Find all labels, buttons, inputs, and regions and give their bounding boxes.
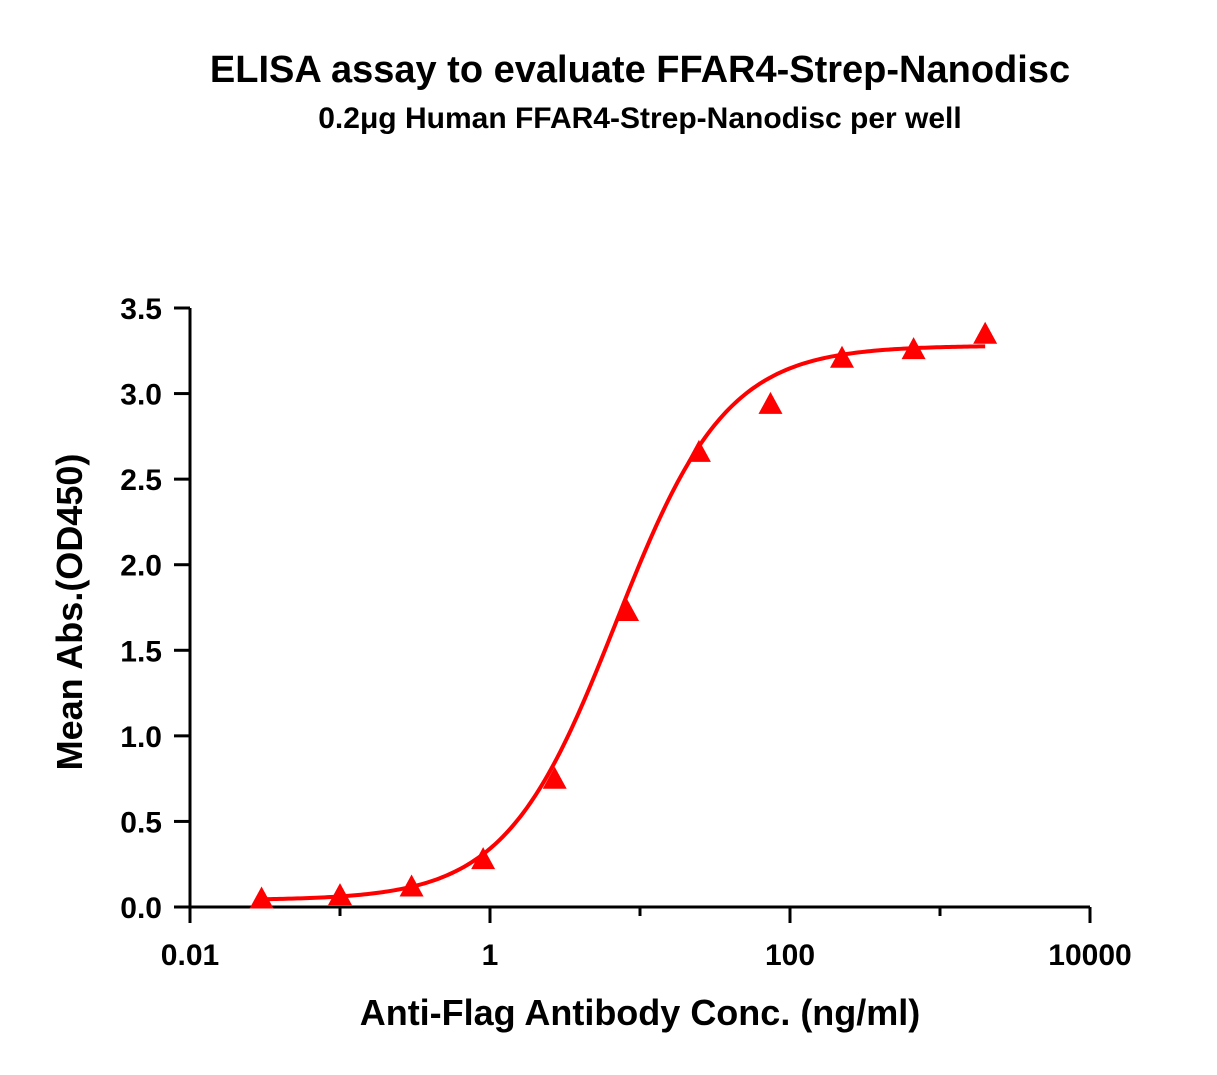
- x-tick-label: 100: [765, 939, 815, 972]
- chart-subtitle: 0.2μg Human FFAR4-Strep-Nanodisc per wel…: [318, 102, 961, 135]
- axes: 0.0 0.5 1.0 1.5 2.0 2.5 3.0 3.5 0.01 1 100 10000: [120, 293, 1131, 972]
- data-point: [901, 337, 926, 360]
- y-tick-label: 2.0: [120, 550, 162, 583]
- x-tick-label: 10000: [1048, 939, 1131, 972]
- data-point: [758, 391, 783, 414]
- fit-curve: [261, 344, 986, 902]
- data-point: [399, 874, 424, 897]
- data-point: [686, 439, 711, 462]
- data-point: [328, 883, 352, 906]
- x-axis-label: Anti-Flag Antibody Conc. (ng/ml): [360, 992, 921, 1033]
- chart-title: ELISA assay to evaluate FFAR4-Strep-Nano…: [210, 49, 1070, 91]
- data-point: [471, 847, 496, 870]
- y-tick-label: 1.0: [120, 721, 162, 754]
- y-tick-label: 0.5: [120, 806, 162, 839]
- fit-curve-layer: [261, 344, 986, 902]
- x-tick-label: 0.01: [161, 939, 219, 972]
- data-point: [249, 886, 274, 909]
- data-point: [830, 345, 855, 368]
- y-tick-label: 2.5: [120, 464, 162, 497]
- y-tick-label: 1.5: [120, 635, 162, 668]
- y-tick-label: 3.0: [120, 379, 162, 412]
- data-points: [249, 321, 998, 909]
- x-tick-label: 1: [482, 939, 499, 972]
- data-point: [615, 598, 640, 621]
- data-point: [973, 321, 998, 344]
- y-axis-label: Mean Abs.(OD450): [49, 454, 90, 771]
- data-point: [542, 766, 567, 789]
- y-tick-label: 0.0: [120, 892, 162, 925]
- y-tick-label: 3.5: [120, 293, 162, 326]
